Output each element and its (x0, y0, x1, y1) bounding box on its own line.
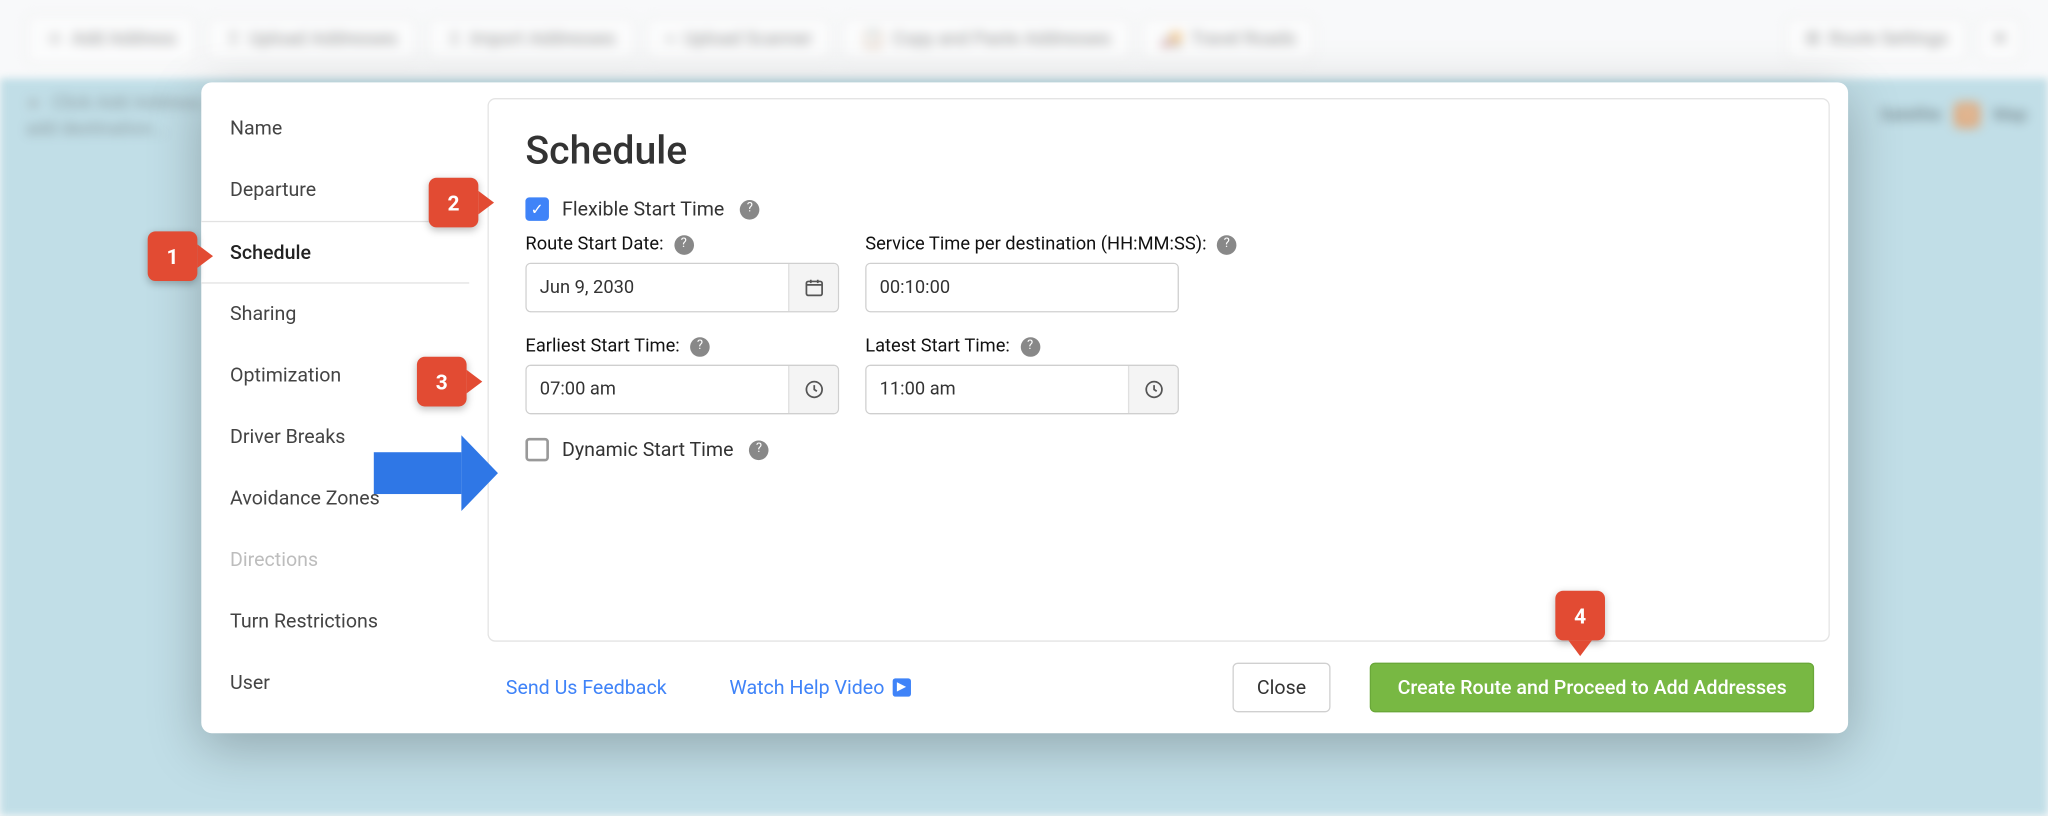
flexible-label: Flexible Start Time (562, 197, 724, 221)
help-icon[interactable]: ? (674, 235, 694, 255)
dynamic-label: Dynamic Start Time (562, 438, 734, 462)
flexible-start-row[interactable]: ✓ Flexible Start Time ? (525, 197, 1791, 221)
earliest-start-field[interactable] (527, 366, 788, 413)
nav-item-name[interactable]: Name (201, 98, 469, 159)
latest-start-field[interactable] (867, 366, 1128, 413)
clock-icon[interactable] (1128, 366, 1178, 413)
callout-4: 4 (1555, 591, 1605, 641)
copy-paste-button[interactable]: 📋Copy and Paste Addresses (842, 17, 1130, 61)
import-addresses-button[interactable]: ⇩Import Addresses (427, 17, 635, 61)
route-start-date-field[interactable] (527, 264, 788, 311)
panel-title: Schedule (525, 128, 1791, 174)
top-toolbar: ＋Add Address ⇧Upload Addresses ⇩Import A… (0, 0, 2048, 78)
send-feedback-link[interactable]: Send Us Feedback (506, 676, 667, 700)
add-address-button[interactable]: ＋Add Address (26, 14, 196, 64)
latest-start-input[interactable] (865, 365, 1179, 415)
schedule-panel: Schedule ✓ Flexible Start Time ? Route S… (488, 98, 1830, 642)
flexible-checkbox[interactable]: ✓ (525, 197, 549, 221)
map-mode-toggle[interactable]: Satellite 1 Map (1880, 102, 2027, 128)
calendar-icon[interactable] (788, 264, 838, 311)
upload-addresses-button[interactable]: ⇧Upload Addresses (206, 17, 417, 61)
help-icon[interactable]: ? (1217, 235, 1237, 255)
nav-item-directions[interactable]: Directions (201, 529, 469, 590)
callout-3: 3 (417, 357, 467, 407)
nav-item-schedule[interactable]: Schedule (201, 221, 469, 284)
dynamic-checkbox[interactable]: ✓ (525, 438, 549, 462)
service-time-field[interactable] (867, 264, 1178, 311)
modal-footer: Send Us Feedback Watch Help Video ▶ Clos… (201, 642, 1848, 733)
route-start-date-label: Route Start Date: ? (525, 234, 839, 255)
help-icon[interactable]: ? (740, 199, 760, 219)
callout-1: 1 (148, 231, 198, 281)
latest-start-label: Latest Start Time: ? (865, 336, 1179, 357)
help-icon[interactable]: ? (690, 337, 710, 357)
close-toolbar-button[interactable]: ✕ (1978, 17, 2022, 61)
earliest-start-label: Earliest Start Time: ? (525, 336, 839, 357)
watch-help-video-link[interactable]: Watch Help Video ▶ (729, 676, 910, 700)
dynamic-start-row[interactable]: ✓ Dynamic Start Time ? (525, 438, 1791, 462)
route-settings-button[interactable]: ⚙Route Settings (1785, 17, 1967, 61)
callout-2: 2 (429, 178, 479, 228)
create-route-button[interactable]: Create Route and Proceed to Add Addresse… (1370, 663, 1814, 713)
route-start-date-input[interactable] (525, 263, 839, 313)
play-icon: ▶ (892, 678, 910, 696)
help-icon[interactable]: ? (1020, 337, 1040, 357)
clock-icon[interactable] (788, 366, 838, 413)
help-icon[interactable]: ? (749, 440, 769, 460)
close-button[interactable]: Close (1232, 663, 1331, 713)
service-time-label: Service Time per destination (HH:MM:SS):… (865, 234, 1257, 255)
service-time-input[interactable] (865, 263, 1179, 313)
nav-item-sharing[interactable]: Sharing (201, 284, 469, 345)
badge-icon: 1 (1954, 102, 1980, 128)
blue-arrow-annotation (374, 435, 498, 511)
travel-roads-button[interactable]: 🚚Travel Roads (1141, 17, 1316, 61)
upload-scanner-button[interactable]: ⌁Upload Scanner (645, 17, 831, 61)
earliest-start-input[interactable] (525, 365, 839, 415)
